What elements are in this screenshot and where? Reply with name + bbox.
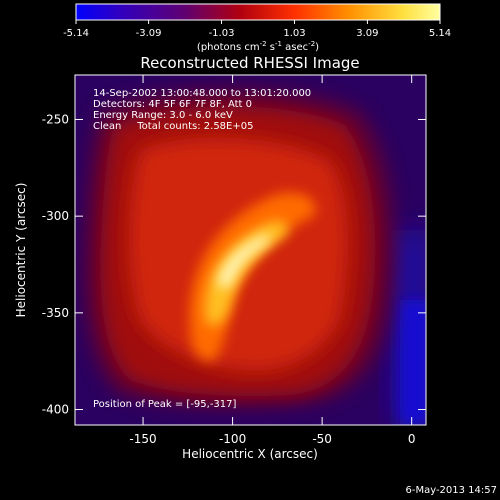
x-axis: -150 -100 -50 0 xyxy=(129,75,415,446)
annotation-energy: Energy Range: 3.0 - 6.0 keV xyxy=(93,110,233,121)
annotation-counts: Clean Total counts: 2.58E+05 xyxy=(93,121,253,132)
y-tick-label: -400 xyxy=(42,403,69,417)
x-tick-label: -50 xyxy=(312,432,332,446)
chart-title: Reconstructed RHESSI Image xyxy=(140,54,359,72)
colorbar-tick-label: 1.03 xyxy=(283,28,305,39)
x-tick-label: 0 xyxy=(408,432,416,446)
annotation-time: 14-Sep-2002 13:00:48.000 to 13:01:20.000 xyxy=(93,88,311,99)
x-tick-label: -100 xyxy=(219,432,246,446)
y-axis-label: Heliocentric Y (arcsec) xyxy=(14,183,28,318)
y-tick-label: -300 xyxy=(42,209,69,223)
footer-date: 6-May-2013 14:57 xyxy=(405,485,497,496)
peak-position-label: Position of Peak = [-95,-317] xyxy=(93,399,237,410)
colorbar-ticks: -5.14 -3.09 -1.03 1.03 3.09 5.14 xyxy=(63,20,451,39)
colorbar: -5.14 -3.09 -1.03 1.03 3.09 5.14 (photons cm-… xyxy=(63,3,451,53)
annotation-block: 14-Sep-2002 13:00:48.000 to 13:01:20.000… xyxy=(93,88,311,132)
x-axis-label: Heliocentric X (arcsec) xyxy=(182,447,318,461)
colorbar-tick-label: -1.03 xyxy=(209,28,235,39)
colorbar-gradient xyxy=(75,3,441,21)
heatmap-image xyxy=(75,75,426,425)
colorbar-tick-label: 3.09 xyxy=(356,28,378,39)
plot-frame xyxy=(74,74,427,426)
colorbar-tick-label: -3.09 xyxy=(136,28,162,39)
y-tick-label: -350 xyxy=(42,306,69,320)
x-tick-label: -150 xyxy=(129,432,156,446)
colorbar-unit-label: (photons cm-2 s-1 asec-2) xyxy=(197,40,319,53)
y-tick-label: -250 xyxy=(42,112,69,126)
colorbar-tick-label: -5.14 xyxy=(63,28,89,39)
colorbar-tick-label: 5.14 xyxy=(429,28,451,39)
annotation-detectors: Detectors: 4F 5F 6F 7F 8F, Att 0 xyxy=(93,99,252,110)
y-axis: -250 -300 -350 -400 xyxy=(42,112,426,417)
